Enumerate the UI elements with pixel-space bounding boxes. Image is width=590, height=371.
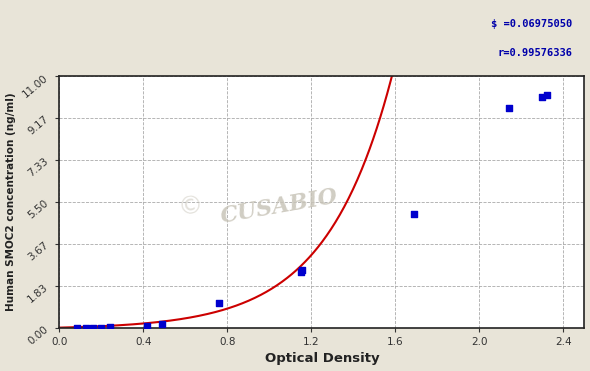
Point <box>88 325 97 331</box>
Point <box>537 94 547 100</box>
Point <box>297 267 307 273</box>
Text: CUSABIO: CUSABIO <box>219 186 340 228</box>
Text: ©: © <box>176 193 205 221</box>
Text: r=0.99576336: r=0.99576336 <box>497 48 572 58</box>
Point <box>81 325 90 331</box>
Text: $ =0.06975050: $ =0.06975050 <box>491 19 572 29</box>
X-axis label: Optical Density: Optical Density <box>264 352 379 365</box>
Point <box>504 105 513 111</box>
Point <box>542 92 551 98</box>
Point <box>105 324 114 330</box>
Point <box>158 321 167 327</box>
Y-axis label: Human SMOC2 concentration (ng/ml): Human SMOC2 concentration (ng/ml) <box>5 93 15 311</box>
Point <box>296 269 306 275</box>
Point <box>97 325 106 331</box>
Point <box>73 325 82 331</box>
Point <box>409 211 419 217</box>
Point <box>143 323 152 329</box>
Point <box>214 300 224 306</box>
